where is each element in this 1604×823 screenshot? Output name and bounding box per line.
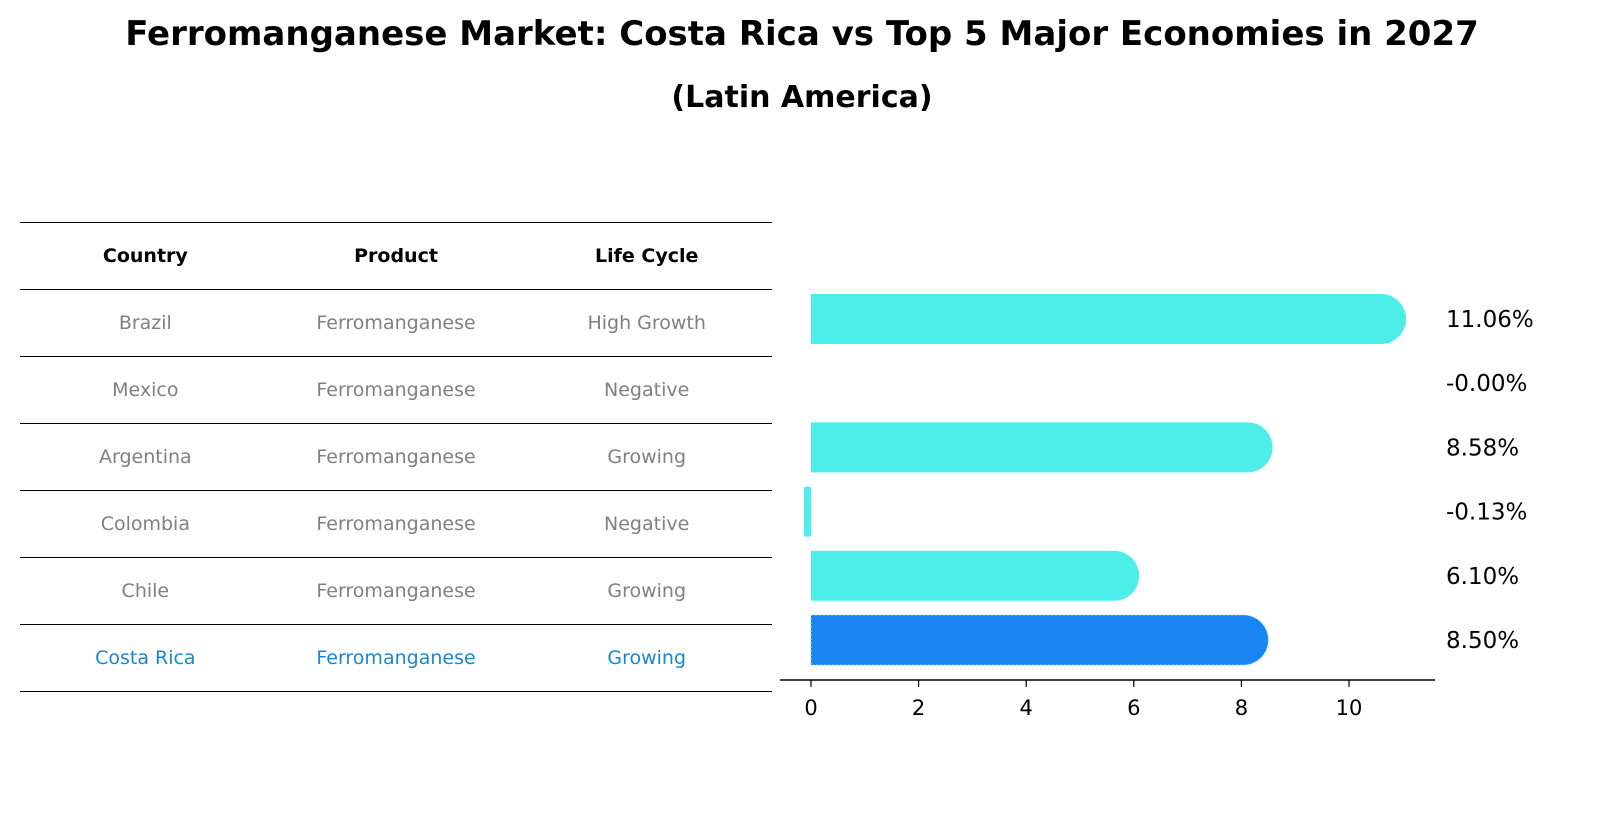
value-label: 8.50% bbox=[1446, 628, 1519, 654]
cell-country: Argentina bbox=[98, 446, 192, 468]
x-tick-label: 6 bbox=[1127, 696, 1140, 720]
market-table: Country Product Life Cycle Brazil Ferrom… bbox=[20, 222, 772, 692]
value-label: -0.13% bbox=[1446, 500, 1527, 526]
cell-life-cycle: Negative bbox=[604, 379, 690, 401]
cell-country: Brazil bbox=[118, 312, 172, 334]
header-product: Product bbox=[354, 245, 438, 267]
bar-argentina bbox=[811, 422, 1273, 473]
cell-product: Ferromanganese bbox=[316, 446, 476, 468]
table-row-highlight: Costa Rica Ferromanganese Growing bbox=[20, 624, 772, 692]
chart-subtitle: (Latin America) bbox=[671, 80, 933, 115]
value-label: 11.06% bbox=[1446, 307, 1534, 333]
cell-country: Chile bbox=[121, 580, 170, 602]
cell-product: Ferromanganese bbox=[316, 580, 476, 602]
cell-life-cycle: Negative bbox=[604, 513, 690, 535]
value-label: 6.10% bbox=[1446, 564, 1519, 590]
cell-product: Ferromanganese bbox=[316, 379, 476, 401]
growth-bar-chart: 11.06% -0.00% 8.58% -0.13% 6.10% 8.50% 0 2 4 6 8 10 bbox=[780, 294, 1534, 720]
x-tick-label: 2 bbox=[912, 696, 925, 720]
value-label: 8.58% bbox=[1446, 435, 1519, 461]
table-header-row: Country Product Life Cycle bbox=[20, 222, 772, 289]
cell-life-cycle: Growing bbox=[607, 580, 687, 602]
table-row: Mexico Ferromanganese Negative bbox=[20, 356, 772, 423]
cell-life-cycle: Growing bbox=[607, 647, 687, 669]
value-label: -0.00% bbox=[1446, 371, 1527, 397]
cell-life-cycle: Growing bbox=[607, 446, 687, 468]
table-row: Argentina Ferromanganese Growing bbox=[20, 423, 772, 490]
bar-colombia bbox=[804, 486, 811, 537]
cell-product: Ferromanganese bbox=[316, 513, 476, 535]
x-tick-label: 8 bbox=[1235, 696, 1248, 720]
x-tick-label: 4 bbox=[1020, 696, 1033, 720]
header-life-cycle: Life Cycle bbox=[594, 245, 699, 267]
bar-costa-rica bbox=[810, 614, 1269, 666]
cell-product: Ferromanganese bbox=[316, 312, 476, 334]
chart-title: Ferromanganese Market: Costa Rica vs Top… bbox=[125, 14, 1479, 54]
cell-country: Costa Rica bbox=[95, 647, 196, 669]
cell-country: Mexico bbox=[112, 379, 179, 401]
bar-chile bbox=[811, 550, 1140, 601]
table-row: Chile Ferromanganese Growing bbox=[20, 557, 772, 624]
x-tick-label: 10 bbox=[1336, 696, 1363, 720]
table-row: Brazil Ferromanganese High Growth bbox=[20, 289, 772, 356]
bar-brazil bbox=[811, 294, 1407, 344]
table-row: Colombia Ferromanganese Negative bbox=[20, 490, 772, 557]
x-tick-label: 0 bbox=[804, 696, 817, 720]
cell-life-cycle: High Growth bbox=[587, 312, 706, 334]
header-country: Country bbox=[102, 245, 188, 267]
cell-country: Colombia bbox=[100, 513, 190, 535]
cell-product: Ferromanganese bbox=[316, 647, 476, 669]
